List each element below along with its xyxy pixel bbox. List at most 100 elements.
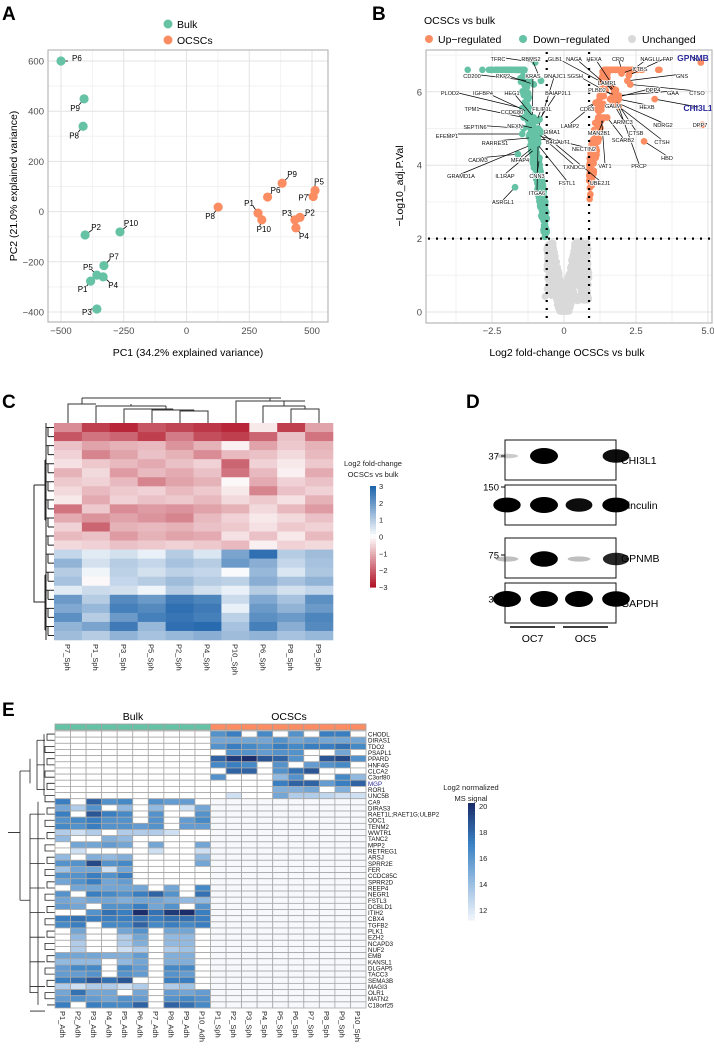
heatmap-cell [165,612,194,623]
colorbar-segment [468,820,475,825]
heatmap-cell [350,730,367,738]
heatmap-cell [272,989,289,997]
heatmap-cell [334,878,351,886]
heatmap-cell [85,952,103,960]
legend-ocscs-marker [163,35,173,45]
colorbar-segment [468,841,475,845]
heatmap-cell [256,767,274,775]
heatmap-cell [54,621,83,632]
heatmap-cell [132,755,149,763]
heatmap-cell [70,982,87,990]
legend-title-line2: MS signal [455,794,488,803]
heatmap-cell [70,939,87,947]
gene-leader-line [627,73,683,82]
heatmap-cell [70,884,87,892]
heatmap-cell [241,902,258,910]
heatmap-cell [163,909,180,917]
heatmap-cell [165,513,194,523]
column-label: P9_Sph [338,1011,347,1038]
heatmap-cell [287,976,305,984]
heatmap-cell [225,872,243,880]
heatmap-cell [225,773,243,781]
heatmap-cell [101,804,118,812]
gene-label: CADM3 [468,158,488,164]
gene-label: DNAJC1 [544,74,566,80]
heatmap-cell [287,878,305,886]
heatmap-cell [132,964,149,972]
heatmap-cell [194,970,211,978]
heatmap-cell [334,933,351,941]
heatmap-cell [193,486,222,496]
heatmap-cell [241,853,258,861]
gene-label: EFEMP1 [436,134,458,140]
annotation-bulk [85,723,103,731]
colorbar-segment [370,541,376,545]
heatmap-cell [241,742,258,750]
gene-label: TANC2 [368,836,388,843]
heatmap-cell [318,939,336,947]
heatmap-cell [132,773,149,781]
heatmap-cell [249,621,278,632]
heatmap-cell [194,902,211,910]
colorbar-segment [468,876,475,880]
plot-frame [47,49,329,323]
gene-label: CTBS [633,67,648,73]
heatmap-cell [163,866,180,873]
heatmap-cell [101,939,118,947]
heatmap-cell [116,921,134,929]
heatmap-cell [54,736,71,744]
heatmap-cell [225,810,243,818]
heatmap-cell [178,779,196,787]
heatmap-cell [54,982,71,990]
heatmap-cell [70,1001,87,1009]
heatmap-cell [85,896,103,904]
annotation-ocscs [225,723,243,731]
heatmap-cell [194,742,211,750]
labeled-gene-point [626,81,634,88]
data-point-ocscs [253,208,263,218]
gene-label: SEPTIN6 [463,125,486,131]
heatmap-cell [272,736,289,744]
heatmap-cell [350,909,367,917]
gene-label: SCARB2 [612,138,634,144]
data-point-ocscs [277,178,287,188]
heatmap-cell [241,822,258,830]
heatmap-cell [101,878,118,886]
heatmap-cell [303,767,320,775]
heatmap-cell [116,835,134,843]
colorbar-segment [468,823,475,827]
heatmap-cell [318,878,336,886]
x-tick-label: 0 [561,326,566,337]
colorbar-segment [370,528,376,533]
heatmap-cell [163,915,180,923]
gene-label: CCDC80 [501,110,523,116]
gene-label: DPP7 [693,123,708,129]
protein-label: CHI3L1 [621,455,657,467]
heatmap-cell [287,810,305,818]
heatmap-cell [147,798,165,806]
heatmap-cell [210,946,227,954]
blot-band [567,556,591,562]
heatmap-cell [318,829,336,837]
gene-leader-line [540,131,601,182]
heatmap-cell [303,866,320,873]
heatmap-cell [116,1001,134,1009]
heatmap-cell [287,786,305,793]
gene-label: ASRGL1 [492,200,514,206]
heatmap-cell [193,423,222,433]
gene-leader-line [502,73,534,85]
gene-label: NCAPD3 [368,941,394,948]
heatmap-cell [225,730,243,738]
column-label: P2_Adh [73,1011,82,1038]
gene-label: GNS [676,74,688,80]
pca-plot: Bulk OCSCs −500 −250 0 250 500−400−200020040… [8,19,329,359]
heatmap-cell [194,798,211,806]
heatmap-cell [221,504,250,514]
heatmap-cell [165,603,194,614]
heatmap-cell [287,939,305,947]
heatmap-cell [256,829,274,837]
colorbar-segment [370,488,376,492]
heatmap-cell [147,921,165,929]
heatmap-cell [116,939,134,947]
heatmap-cell [85,853,103,861]
